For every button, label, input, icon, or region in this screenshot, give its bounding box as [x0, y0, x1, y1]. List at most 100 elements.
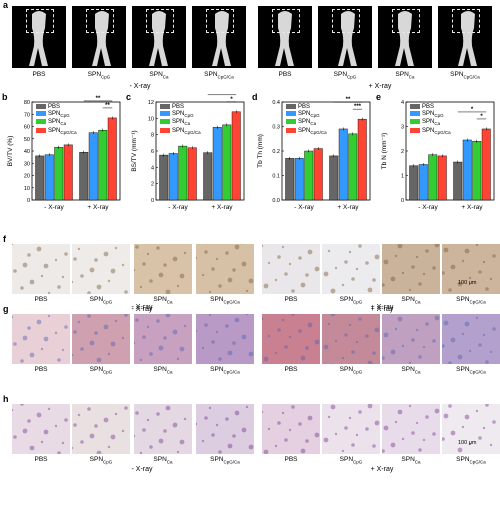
histology-group-label: SPNCpG	[339, 456, 363, 465]
y-axis-label: Tb N (mm⁻¹)	[381, 133, 388, 170]
ct-group-label: SPNCpG	[87, 71, 111, 80]
ct-image	[378, 6, 432, 68]
bar	[348, 133, 358, 201]
tissue-texture	[134, 405, 187, 454]
roi-dashed-box	[272, 9, 300, 33]
legend-label: SPNCpG	[422, 111, 444, 119]
legend-swatch	[160, 104, 170, 109]
y-tick-label: 40	[24, 149, 30, 155]
tissue-texture	[382, 244, 440, 292]
histology-image	[262, 314, 320, 364]
scale-bar-label: 100 μm	[458, 440, 477, 446]
bone-graphic	[458, 11, 477, 66]
histology-image	[196, 314, 254, 364]
roi-dashed-box	[332, 9, 360, 33]
y-axis-label: BS/TV (mm⁻¹)	[131, 130, 138, 171]
legend-swatch	[36, 127, 46, 133]
legend-entry: SPNCpG	[286, 111, 327, 119]
legend-entry: SPNCpG/Ca	[286, 127, 327, 136]
histology-group-label: SPNCpG	[339, 296, 363, 305]
tissue-texture	[12, 244, 68, 294]
ct-plus-xray-label: + X-ray	[368, 83, 392, 90]
tissue-texture	[134, 314, 187, 362]
bar-chart-c: c 0 2 4 6 8 10 12 BS/TV (mm⁻¹) - X-ray + X-ray ** * P…	[126, 92, 248, 232]
y-tick-label: 0	[151, 198, 154, 204]
panel-f-letter: f	[3, 234, 6, 244]
bar	[231, 111, 241, 201]
bar	[472, 141, 482, 201]
ct-image	[12, 6, 66, 68]
y-tick-label: 0.2	[272, 149, 280, 155]
y-tick-label: 80	[24, 100, 30, 106]
chart-svg: 0 1 2 3 4 Tb N (mm⁻¹) - X-ray + X-ray * *	[381, 100, 495, 211]
histology-group-label: SPNCpG/Ca	[210, 296, 240, 305]
bar	[178, 145, 188, 201]
histology-group-label: PBS	[34, 366, 48, 373]
tissue-texture	[382, 315, 440, 364]
histology-group-label: SPNCa	[153, 456, 173, 465]
histology-group-label: SPNCa	[401, 366, 421, 375]
legend-swatch	[286, 127, 296, 133]
histology-image	[196, 244, 254, 294]
bone-graphic	[149, 11, 168, 66]
bone-graphic	[92, 11, 111, 66]
y-tick-label: 0	[401, 198, 404, 204]
bar	[428, 154, 438, 201]
roi-dashed-box	[206, 9, 234, 33]
legend-label: SPNCpG	[172, 111, 194, 119]
legend-swatch	[410, 127, 420, 133]
histology-image	[442, 314, 500, 364]
legend-label: SPNCa	[48, 119, 67, 127]
bar	[203, 152, 213, 201]
y-tick-label: 1	[401, 174, 404, 180]
y-tick-label: 6	[151, 149, 154, 155]
legend-swatch	[286, 119, 296, 125]
y-tick-label: 10	[24, 186, 30, 192]
histology-group-label: PBS	[284, 296, 298, 303]
ct-image	[318, 6, 372, 68]
legend-entry: SPNCa	[36, 119, 77, 127]
histology-image	[134, 244, 192, 294]
condition-label: + X-ray	[370, 304, 394, 311]
legend-entry: SPNCpG/Ca	[160, 127, 201, 136]
legend-entry: PBS	[286, 104, 327, 111]
ct-image	[72, 6, 126, 68]
tissue-texture	[134, 245, 187, 294]
tissue-texture	[12, 404, 68, 454]
y-tick-label: 4	[401, 100, 404, 106]
histology-group-label: PBS	[34, 456, 48, 463]
y-tick-label: 70	[24, 112, 30, 118]
histology-image	[12, 404, 70, 454]
bar	[294, 158, 304, 201]
y-tick-label: 2	[401, 149, 404, 155]
legend-entry: PBS	[36, 104, 77, 111]
legend-swatch	[410, 104, 420, 109]
histology-image	[382, 404, 440, 454]
histology-group-label: SPNCpG/Ca	[210, 456, 240, 465]
x-category-label: + X-ray	[211, 204, 233, 211]
y-tick-label: 10	[148, 116, 154, 122]
histology-image	[262, 244, 320, 294]
bar	[212, 127, 222, 201]
scale-bar-label: 100 μm	[458, 280, 477, 286]
legend-label: SPNCpG/Ca	[298, 127, 327, 135]
significance-label: **	[105, 103, 110, 109]
histology-group-label: SPNCpG	[89, 296, 113, 305]
bar	[54, 147, 64, 201]
legend-swatch	[36, 104, 46, 109]
tissue-texture	[12, 314, 68, 363]
tissue-texture	[196, 314, 254, 361]
histology-image	[134, 404, 192, 454]
tissue-texture	[442, 404, 496, 453]
histology-group-label: PBS	[284, 366, 298, 373]
legend-entry: SPNCpG/Ca	[410, 127, 451, 136]
bone-graphic	[275, 11, 294, 66]
legend-entry: SPNCpG	[410, 111, 451, 119]
histology-image	[72, 314, 130, 364]
histology-group-label: PBS	[284, 456, 298, 463]
legend-label: PBS	[172, 104, 185, 111]
histology-image	[262, 404, 320, 454]
panel-a-letter: a	[3, 0, 9, 10]
bar	[187, 147, 197, 201]
panel-letter: b	[2, 92, 8, 102]
